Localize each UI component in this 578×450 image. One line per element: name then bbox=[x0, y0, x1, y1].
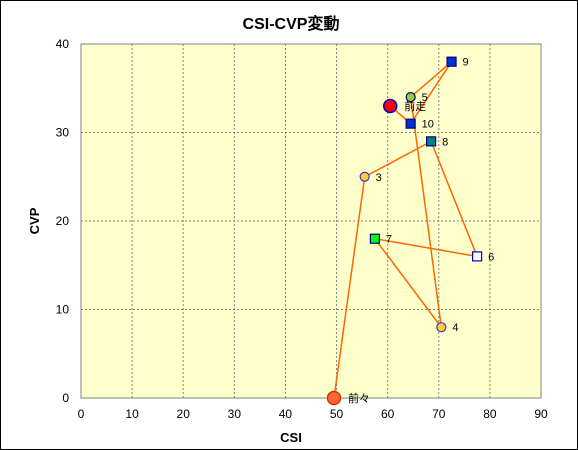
y-tick-label: 20 bbox=[56, 214, 70, 228]
data-point-marker bbox=[382, 98, 398, 114]
x-tick-label: 60 bbox=[381, 407, 395, 421]
x-axis-title: CSI bbox=[280, 430, 302, 445]
data-point-label: 8 bbox=[442, 136, 448, 148]
data-point-marker bbox=[436, 322, 447, 333]
data-point-label: 前々 bbox=[348, 391, 370, 405]
data-point-marker bbox=[369, 233, 380, 244]
data-point-marker bbox=[472, 251, 483, 262]
y-tick-label: 0 bbox=[62, 391, 69, 405]
y-tick-labels: 0 10 20 30 40 bbox=[56, 37, 70, 405]
data-point-label: 6 bbox=[488, 251, 494, 263]
data-point-label: 5 bbox=[422, 92, 428, 104]
data-point-label: 3 bbox=[376, 172, 382, 184]
y-tick-label: 30 bbox=[56, 126, 70, 140]
x-tick-label: 80 bbox=[483, 407, 497, 421]
chart-title: CSI-CVP変動 bbox=[243, 14, 340, 33]
x-tick-label: 10 bbox=[125, 407, 139, 421]
x-tick-label: 40 bbox=[279, 407, 293, 421]
y-tick-label: 10 bbox=[56, 303, 70, 317]
x-tick-label: 90 bbox=[534, 407, 548, 421]
x-tick-label: 20 bbox=[177, 407, 191, 421]
grid-lines bbox=[81, 44, 541, 398]
data-markers bbox=[326, 56, 483, 406]
data-point-label: 前走 bbox=[404, 99, 426, 113]
data-point-marker bbox=[405, 91, 416, 103]
y-tick-label: 40 bbox=[56, 37, 70, 51]
data-point-marker bbox=[359, 171, 370, 182]
data-point-marker bbox=[405, 118, 416, 129]
x-tick-label: 30 bbox=[228, 407, 242, 421]
x-tick-label: 50 bbox=[330, 407, 344, 421]
data-point-marker bbox=[446, 56, 457, 67]
y-axis-title: CVP bbox=[27, 207, 42, 234]
data-labels: 前々 3 8 6 7 4 5 9 10 前走 bbox=[348, 57, 494, 405]
x-tick-labels: 0 10 20 30 40 50 60 70 80 90 bbox=[78, 407, 548, 421]
x-tick-label: 0 bbox=[78, 407, 85, 421]
series-line bbox=[333, 61, 479, 399]
data-point-label: 4 bbox=[452, 322, 458, 334]
x-tick-label: 70 bbox=[432, 407, 446, 421]
data-point-label: 9 bbox=[463, 57, 469, 69]
plot-border bbox=[80, 43, 542, 399]
data-point-label: 10 bbox=[422, 119, 434, 131]
series-path bbox=[333, 61, 479, 399]
data-point-label: 7 bbox=[386, 234, 392, 246]
data-point-marker bbox=[426, 136, 437, 147]
data-point-marker bbox=[326, 390, 342, 406]
